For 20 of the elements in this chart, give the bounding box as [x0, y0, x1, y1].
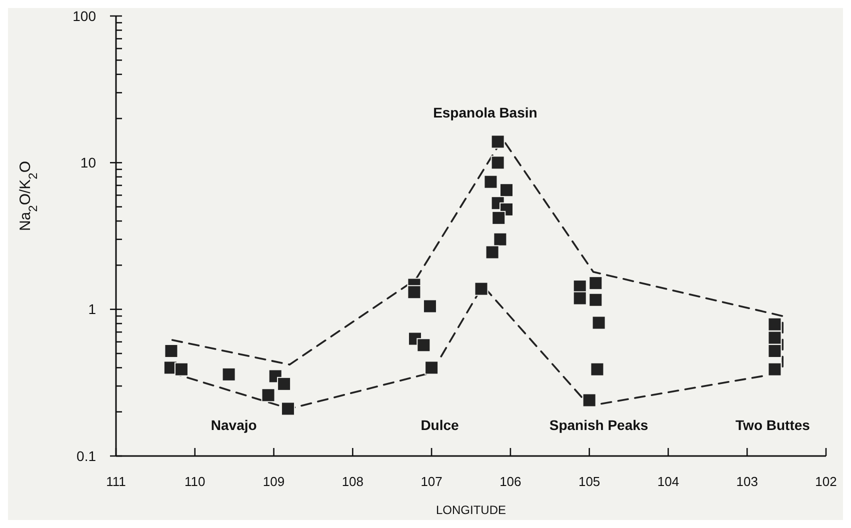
x-tick-label: 102 — [815, 474, 837, 489]
annotation: Navajo — [210, 417, 257, 434]
annotation: Spanish Peaks — [549, 417, 648, 434]
x-tick-label: 108 — [342, 474, 364, 489]
annotation: Espanola Basin — [433, 104, 538, 121]
x-tick-label: 104 — [657, 474, 680, 489]
annotation: Dulce — [420, 417, 460, 434]
x-axis-title: LONGITUDE — [436, 503, 506, 517]
y-tick-label: 100 — [72, 8, 96, 24]
annotation: Two Buttes — [736, 417, 810, 434]
x-tick-label: 107 — [420, 474, 442, 489]
x-tick-label: 109 — [262, 474, 285, 489]
x-tick-label: 103 — [736, 474, 758, 489]
x-tick-label: 105 — [578, 474, 600, 489]
y-tick-label: 0.1 — [76, 448, 96, 464]
x-tick-label: 106 — [500, 474, 522, 489]
y-tick-label: 10 — [80, 154, 96, 171]
x-tick-label: 110 — [184, 474, 206, 489]
y-tick-label: 1 — [88, 301, 96, 318]
x-tick-label: 111 — [106, 474, 126, 489]
